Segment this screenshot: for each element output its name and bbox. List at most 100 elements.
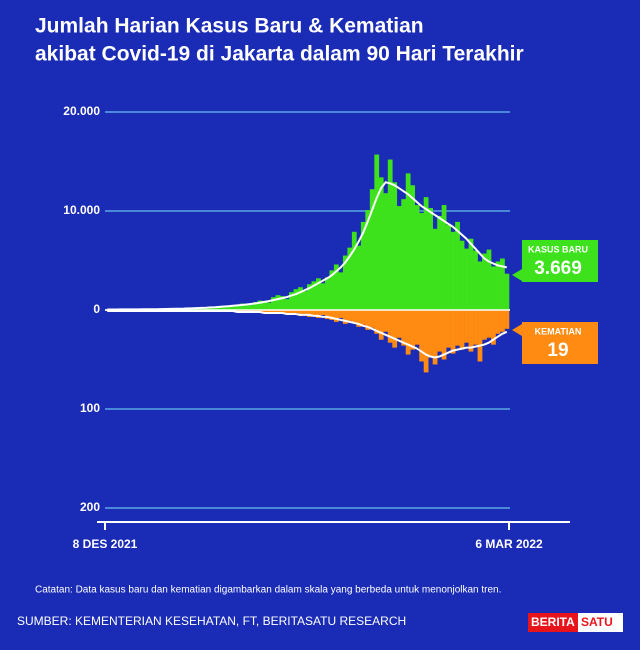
bar — [235, 304, 240, 310]
bar — [342, 255, 348, 310]
bar — [446, 310, 451, 348]
bar — [298, 310, 303, 316]
bar — [208, 307, 214, 310]
x-tick-label: 6 MAR 2022 — [475, 537, 543, 551]
bar — [275, 295, 281, 310]
bar — [365, 210, 371, 310]
bar — [298, 287, 303, 310]
bar — [307, 310, 312, 317]
bar — [235, 310, 240, 312]
y-tick-label: 10.000 — [63, 203, 100, 217]
bar — [262, 310, 267, 313]
value-label: 3.669 — [534, 258, 582, 279]
bar — [253, 310, 258, 312]
bar — [369, 189, 375, 310]
bar — [244, 304, 249, 310]
bar — [477, 261, 483, 310]
bar — [351, 231, 357, 310]
bar — [405, 310, 411, 355]
y-tick-label: 0 — [93, 302, 100, 316]
bar — [217, 306, 223, 310]
legend-label: KEMATIAN — [535, 326, 582, 336]
trend-line — [107, 181, 508, 311]
bar — [450, 231, 456, 310]
bar — [504, 273, 510, 310]
callout — [512, 322, 598, 364]
bar — [482, 310, 487, 340]
bar — [280, 296, 285, 310]
bar — [230, 306, 236, 310]
bar — [271, 297, 276, 310]
bar — [284, 310, 290, 314]
bar — [378, 177, 384, 310]
logo-box — [578, 613, 623, 632]
bar — [482, 253, 487, 310]
bar — [248, 305, 254, 310]
bar — [504, 310, 510, 329]
bar — [392, 310, 398, 348]
bar — [378, 310, 384, 340]
bar — [437, 310, 442, 352]
bar — [351, 310, 357, 323]
bar — [459, 310, 465, 350]
bar — [396, 310, 402, 338]
bar — [486, 310, 492, 338]
bar — [414, 310, 420, 345]
bar — [194, 308, 200, 310]
bar — [495, 261, 501, 310]
bar — [414, 205, 420, 310]
bar — [262, 301, 267, 310]
bar — [289, 310, 294, 315]
bar — [315, 278, 321, 310]
bar — [333, 264, 339, 310]
bar — [374, 310, 380, 334]
bar — [450, 310, 456, 354]
bar — [365, 310, 371, 330]
bar — [315, 310, 321, 318]
bar — [356, 310, 362, 327]
logo-box — [528, 613, 578, 632]
bar — [329, 270, 335, 310]
bar — [320, 310, 326, 315]
bar — [338, 272, 344, 310]
bar — [468, 310, 474, 352]
bar — [459, 240, 465, 310]
y2-tick-label: 100 — [80, 401, 100, 415]
bar — [401, 310, 407, 346]
bar — [396, 206, 402, 310]
y-tick-label: 20.000 — [63, 104, 100, 118]
bar — [293, 289, 299, 310]
bar — [441, 205, 447, 310]
bar — [428, 208, 433, 310]
bar — [307, 284, 312, 310]
chart-title: Jumlah Harian Kasus Baru & Kematian — [35, 15, 424, 38]
bar — [320, 283, 326, 310]
bar — [410, 185, 416, 310]
bar — [212, 307, 218, 310]
logo: SATU — [581, 615, 613, 629]
bar — [221, 305, 227, 310]
bar — [239, 310, 245, 312]
bar — [432, 228, 438, 310]
bar — [329, 310, 335, 320]
x-tick-label: 8 DES 2021 — [73, 537, 138, 551]
bar — [271, 310, 276, 313]
legend-label: KASUS BARU — [528, 244, 588, 254]
bar — [473, 250, 478, 310]
bar — [491, 266, 496, 310]
bar — [455, 221, 460, 310]
y2-tick-label: 200 — [80, 500, 100, 514]
bar — [275, 310, 281, 314]
bar — [239, 303, 245, 310]
bar — [311, 281, 317, 310]
logo: BERITA — [531, 615, 575, 629]
bar — [324, 277, 330, 310]
bar — [383, 310, 389, 332]
bar — [356, 245, 362, 310]
bar — [387, 310, 393, 343]
bar — [342, 310, 348, 324]
bar — [405, 173, 411, 310]
bar — [347, 310, 353, 321]
bar — [428, 310, 433, 358]
bar — [374, 154, 380, 310]
